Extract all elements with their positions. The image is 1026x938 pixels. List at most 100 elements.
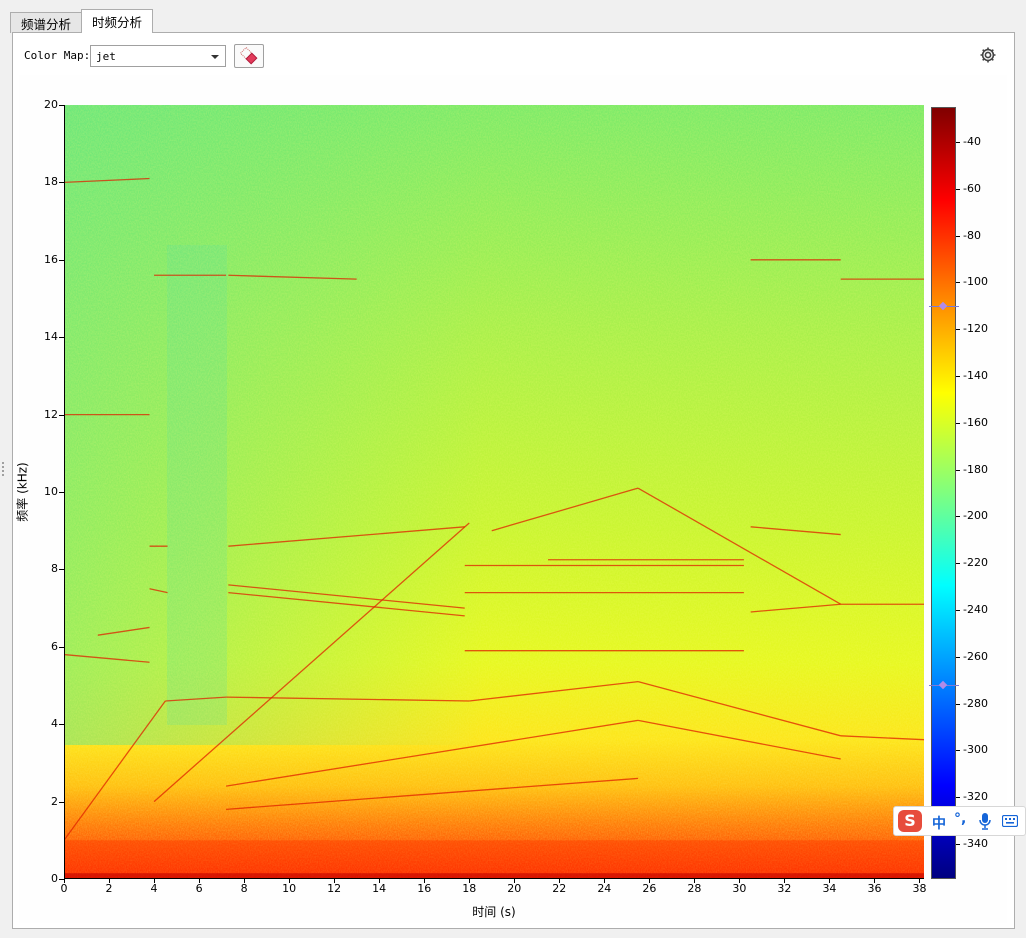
y-tick-label: 4	[51, 717, 58, 731]
colorbar-tick-mark	[956, 282, 960, 284]
spectrogram-noise	[64, 105, 924, 879]
tonal-line	[226, 777, 639, 810]
tonal-line	[165, 696, 227, 702]
tonal-line	[750, 603, 841, 613]
x-tick-mark	[649, 879, 651, 883]
tonal-line	[228, 274, 357, 280]
colormap-select[interactable]: jet	[90, 45, 226, 67]
x-tick-label: 2	[105, 882, 113, 895]
y-tick-label: 6	[51, 639, 58, 653]
y-tick-label: 20	[44, 98, 58, 111]
tonal-line	[64, 653, 150, 663]
colorbar-tick-mark	[956, 188, 960, 190]
x-tick-label: 32	[777, 882, 792, 895]
x-tick-label: 0	[60, 882, 68, 895]
y-tick-label: 12	[44, 407, 58, 421]
gear-icon[interactable]	[979, 46, 997, 64]
x-tick-label: 14	[372, 882, 387, 895]
x-tick-mark	[244, 879, 246, 883]
y-tick-mark	[59, 414, 64, 416]
colorbar-level-handle[interactable]	[929, 305, 959, 307]
ime-punctuation[interactable]: °,	[954, 811, 967, 827]
colorbar-tick-label: -60	[963, 181, 981, 195]
colorbar-tick-mark	[956, 703, 960, 705]
x-tick-label: 16	[417, 882, 432, 895]
colorbar-tick-mark	[956, 376, 960, 378]
y-tick-mark	[59, 492, 64, 493]
tonal-line	[469, 680, 639, 702]
x-tick-label: 26	[642, 882, 657, 895]
tonal-line	[64, 700, 166, 841]
x-axis-label: 时间 (s)	[472, 905, 516, 919]
tonal-lines	[64, 177, 924, 879]
keyboard-icon[interactable]	[1002, 815, 1018, 827]
colorbar-tick-label: -140	[963, 369, 988, 383]
y-tick-label: 8	[51, 562, 58, 576]
eraser-icon	[239, 46, 258, 65]
clear-button[interactable]	[234, 44, 264, 68]
low-frequency-band	[64, 840, 924, 879]
spectrogram-plot[interactable]	[64, 105, 924, 879]
y-axis-label: 频率 (kHz)	[15, 462, 30, 522]
x-tick-mark	[694, 879, 696, 883]
x-tick-label: 24	[597, 882, 612, 895]
x-tick-label: 38	[912, 882, 927, 895]
x-tick-mark	[559, 879, 561, 883]
tonal-line	[637, 719, 841, 760]
x-tick-label: 36	[867, 882, 882, 895]
tonal-line	[750, 526, 841, 536]
splitter-handle[interactable]	[2, 462, 4, 478]
colorbar-tick-mark	[956, 516, 960, 518]
colorbar-tick-label: -100	[963, 275, 988, 289]
tonal-line	[840, 735, 924, 741]
dc-band	[64, 873, 924, 879]
colorbar[interactable]	[931, 107, 956, 879]
x-tick-label: 10	[282, 882, 297, 895]
microphone-icon[interactable]	[979, 812, 991, 830]
tab-spectrum-analysis[interactable]: 频谱分析	[10, 12, 83, 33]
x-tick-mark	[64, 879, 65, 883]
ime-toolbar[interactable]: S 中 °,	[893, 806, 1026, 836]
sogou-logo-icon[interactable]: S	[898, 810, 922, 832]
y-tick-mark	[59, 801, 64, 803]
colorbar-tick-mark	[956, 609, 960, 611]
tonal-line	[153, 522, 470, 803]
y-tick-mark	[59, 569, 64, 571]
y-tick-label: 16	[44, 252, 58, 266]
colorbar-tick-mark	[956, 422, 960, 424]
colorbar-tick-label: -200	[963, 509, 988, 523]
colorbar-tick-label: -160	[963, 415, 988, 429]
colorbar-tick-mark	[956, 750, 960, 752]
ime-mode[interactable]: 中	[932, 816, 946, 832]
x-tick-mark	[514, 879, 516, 883]
tonal-line	[228, 526, 465, 547]
x-tick-mark	[289, 879, 291, 883]
y-tick-mark	[59, 646, 64, 648]
colorbar-tick-label: -300	[963, 743, 988, 757]
colorbar-tick-mark	[956, 843, 960, 845]
x-tick-label: 34	[822, 882, 837, 895]
x-tick-mark	[739, 879, 741, 883]
x-tick-mark	[424, 879, 426, 883]
colorbar-tick-label: -280	[963, 696, 988, 710]
x-tick-mark	[784, 879, 786, 883]
tab-time-frequency-analysis[interactable]: 时频分析	[81, 9, 154, 33]
colorbar-tick-label: -80	[963, 228, 981, 242]
y-tick-mark	[59, 879, 64, 880]
x-tick-mark	[199, 879, 201, 883]
colorbar-tick-label: -220	[963, 556, 988, 570]
colorbar-tick-label: -40	[963, 135, 981, 149]
x-tick-label: 12	[327, 882, 342, 895]
colorbar-level-handle[interactable]	[929, 684, 959, 686]
x-tick-mark	[334, 879, 336, 883]
colorbar-tick-label: -240	[963, 602, 988, 616]
tonal-line	[637, 487, 842, 605]
tonal-line	[97, 626, 150, 636]
x-tick-mark	[379, 879, 381, 883]
x-tick-label: 4	[150, 882, 158, 895]
tonal-line	[228, 591, 465, 617]
x-tick-mark	[604, 879, 606, 883]
y-tick-label: 10	[44, 485, 58, 498]
x-tick-mark	[154, 879, 156, 883]
colorbar-tick-label: -180	[963, 462, 988, 476]
